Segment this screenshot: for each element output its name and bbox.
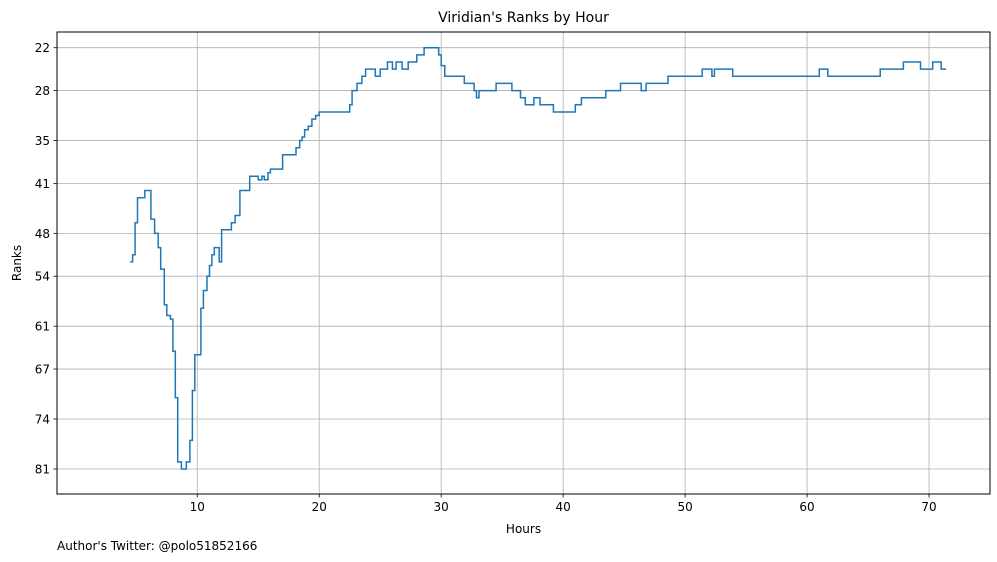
y-tick-label: 74 [35, 413, 50, 427]
x-tick-label: 10 [190, 500, 205, 514]
x-tick-label: 70 [921, 500, 936, 514]
series-layer [130, 46, 947, 470]
y-tick-label: 54 [35, 270, 50, 284]
rank-series-line [130, 46, 947, 470]
y-tick-label: 22 [35, 41, 50, 55]
x-axis-label: Hours [506, 522, 541, 536]
chart-title: Viridian's Ranks by Hour [438, 10, 609, 26]
y-tick-label: 67 [35, 363, 50, 377]
y-axis-ticks: 22 28 35 41 48 54 61 67 74 81 [35, 41, 57, 477]
y-axis-label: Ranks [10, 245, 24, 281]
x-axis-ticks: 10 20 30 40 50 60 70 [190, 494, 937, 514]
author-footnote: Author's Twitter: @polo51852166 [57, 539, 258, 553]
x-tick-label: 40 [555, 500, 570, 514]
y-tick-label: 61 [35, 320, 50, 334]
x-tick-label: 50 [677, 500, 692, 514]
x-tick-label: 30 [434, 500, 449, 514]
x-tick-label: 20 [312, 500, 327, 514]
y-tick-label: 35 [35, 134, 50, 148]
y-tick-label: 81 [35, 463, 50, 477]
grid-lines [57, 32, 990, 494]
y-tick-label: 28 [35, 84, 50, 98]
plot-frame [56, 31, 991, 495]
x-tick-label: 60 [799, 500, 814, 514]
y-tick-label: 41 [35, 177, 50, 191]
y-tick-label: 48 [35, 227, 50, 241]
